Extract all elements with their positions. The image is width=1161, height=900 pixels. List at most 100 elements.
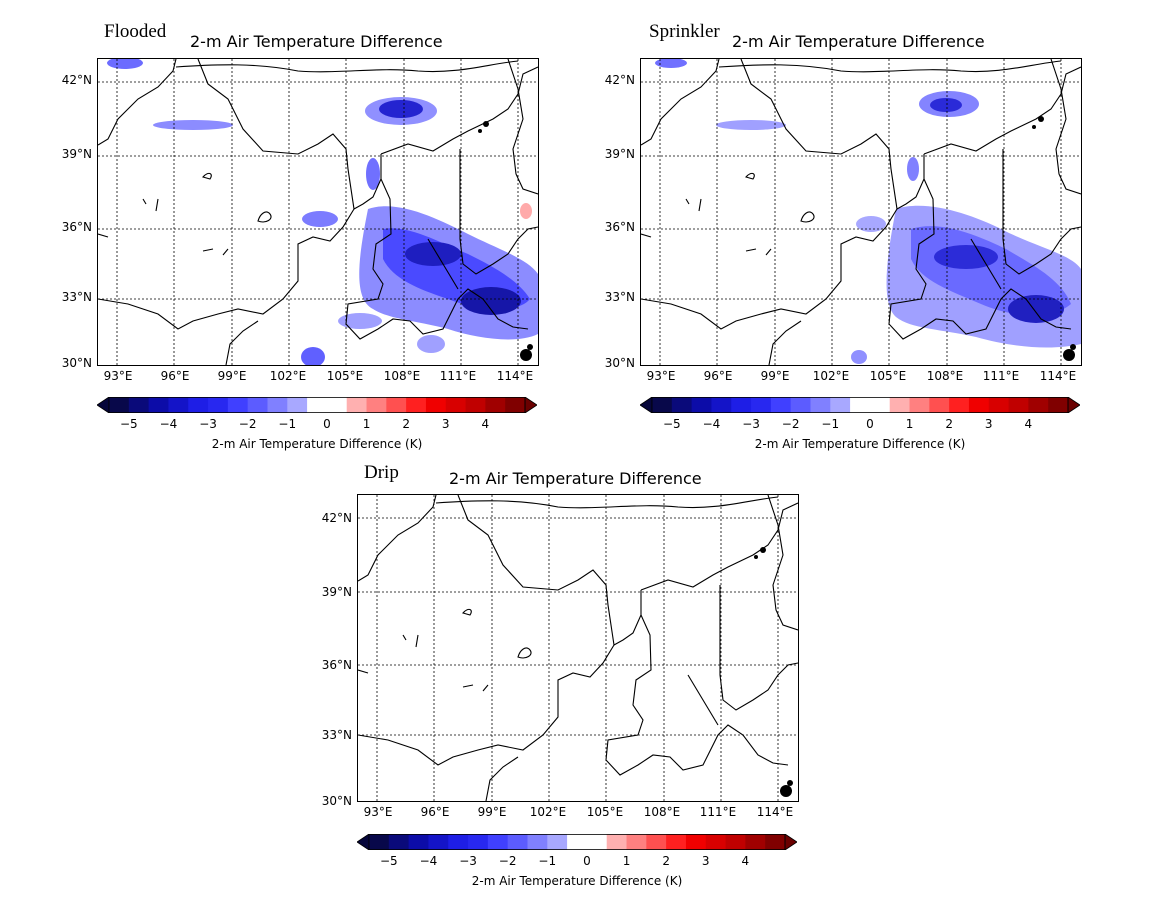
anomaly-patch — [153, 120, 233, 130]
colorbar-tick: 3 — [442, 417, 450, 431]
colorbar-tick: 0 — [323, 417, 331, 431]
colorbar-segment — [607, 834, 627, 850]
colorbar-segment — [791, 397, 811, 413]
lon-tick: 99°E — [761, 369, 790, 383]
colorbar-segment — [751, 397, 771, 413]
colorbar-segment — [1028, 397, 1048, 413]
anomaly-patch — [520, 203, 532, 219]
colorbar-tick: −3 — [199, 417, 217, 431]
colorbar-segment — [327, 397, 347, 413]
colorbar-segment — [765, 834, 785, 850]
colorbar-tick: −1 — [278, 417, 296, 431]
map[interactable] — [97, 58, 539, 366]
colorbar-tick: 0 — [866, 417, 874, 431]
lon-tick: 114°E — [497, 369, 534, 383]
lat-tick: 33°N — [591, 290, 635, 304]
colorbar-segment — [307, 397, 327, 413]
lon-tick: 93°E — [364, 805, 393, 819]
lon-tick: 108°E — [384, 369, 421, 383]
anomaly-patch — [302, 211, 338, 227]
colorbar — [97, 397, 537, 413]
lat-tick: 36°N — [48, 220, 92, 234]
lat-tick: 42°N — [48, 73, 92, 87]
colorbar-tick: 1 — [906, 417, 914, 431]
colorbar-label: 2-m Air Temperature Difference (K) — [472, 874, 683, 888]
anomaly-patch — [856, 216, 886, 232]
anomaly-patch — [461, 287, 521, 315]
lon-tick: 102°E — [813, 369, 850, 383]
colorbar-segment — [228, 397, 248, 413]
colorbar-segment — [646, 834, 666, 850]
anomaly-patch — [405, 242, 461, 266]
colorbar-segment — [547, 834, 567, 850]
colorbar-extend-over — [525, 397, 537, 413]
colorbar-segment — [468, 834, 488, 850]
lon-tick: 96°E — [704, 369, 733, 383]
colorbar-segment — [188, 397, 208, 413]
colorbar-segment — [428, 834, 448, 850]
colorbar-tick: −1 — [821, 417, 839, 431]
lat-tick: 33°N — [308, 728, 352, 742]
map[interactable] — [640, 58, 1082, 366]
lat-tick: 36°N — [591, 220, 635, 234]
lon-tick: 93°E — [104, 369, 133, 383]
colorbar-extend-under — [97, 397, 109, 413]
colorbar-segment — [508, 834, 528, 850]
colorbar-segment — [389, 834, 409, 850]
colorbar-tick: −4 — [420, 854, 438, 868]
colorbar-segment — [287, 397, 307, 413]
lon-tick: 105°E — [587, 805, 624, 819]
panel-label: Sprinkler — [649, 21, 720, 43]
anomaly-patch — [907, 157, 919, 181]
colorbar-segment — [527, 834, 547, 850]
colorbar-segment — [706, 834, 726, 850]
colorbar-tick: 4 — [482, 417, 490, 431]
colorbar-tick: 3 — [985, 417, 993, 431]
colorbar-segment — [830, 397, 850, 413]
colorbar-segment — [109, 397, 129, 413]
anomaly-patch — [930, 98, 962, 112]
panel-flooded: Flooded 2-m Air Temperature Difference — [0, 0, 500, 430]
lon-tick: 108°E — [644, 805, 681, 819]
colorbar-segment — [369, 834, 389, 850]
colorbar-segment — [567, 834, 587, 850]
colorbar-segment — [446, 397, 466, 413]
colorbar-tick: 2 — [945, 417, 953, 431]
colorbar-segment — [409, 834, 429, 850]
colorbar-segment — [672, 397, 692, 413]
colorbar-tick: −3 — [459, 854, 477, 868]
colorbar-segment — [745, 834, 765, 850]
lon-tick: 96°E — [161, 369, 190, 383]
colorbar-segment — [386, 397, 406, 413]
colorbar-segment — [347, 397, 367, 413]
anomaly-patch — [851, 350, 867, 364]
panel-drip: Drip 2-m Air Temperature Difference — [260, 438, 760, 868]
lon-tick: 96°E — [421, 805, 450, 819]
lon-tick: 108°E — [927, 369, 964, 383]
colorbar-tick: −3 — [742, 417, 760, 431]
colorbar-tick: −2 — [239, 417, 257, 431]
colorbar-segment — [1048, 397, 1068, 413]
lat-tick: 42°N — [591, 73, 635, 87]
colorbar-segment — [929, 397, 949, 413]
colorbar-tick: 4 — [742, 854, 750, 868]
anomaly-patch — [107, 59, 143, 69]
map[interactable] — [357, 494, 799, 802]
anomaly-patch — [379, 100, 423, 118]
lat-tick: 42°N — [308, 511, 352, 525]
colorbar-tick: −5 — [663, 417, 681, 431]
colorbar-extend-under — [640, 397, 652, 413]
anomaly-patch — [338, 313, 382, 329]
colorbar-segment — [488, 834, 508, 850]
lat-tick: 30°N — [48, 356, 92, 370]
colorbar-tick: −2 — [782, 417, 800, 431]
colorbar-segment — [652, 397, 672, 413]
colorbar-segment — [890, 397, 910, 413]
panel-title: 2-m Air Temperature Difference — [449, 469, 702, 488]
colorbar-segment — [406, 397, 426, 413]
colorbar-segment — [771, 397, 791, 413]
lon-tick: 114°E — [1040, 369, 1077, 383]
colorbar-segment — [208, 397, 228, 413]
colorbar-segment — [969, 397, 989, 413]
lon-tick: 99°E — [218, 369, 247, 383]
